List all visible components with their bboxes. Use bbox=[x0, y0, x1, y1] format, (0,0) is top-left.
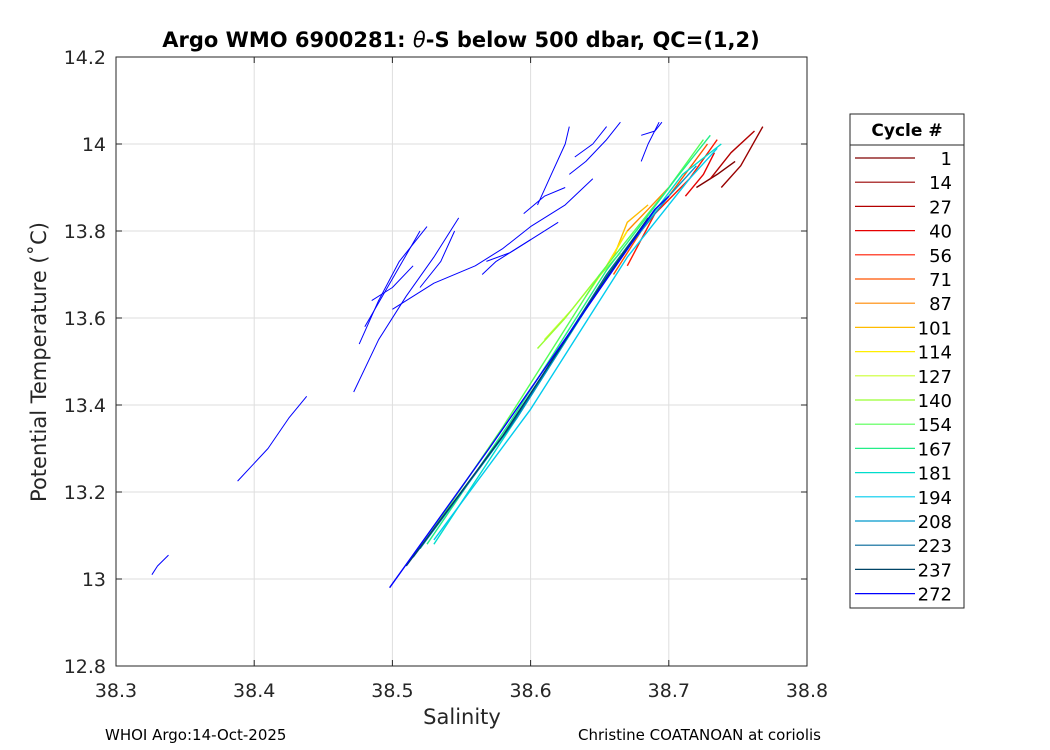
y-tick-label: 12.8 bbox=[64, 656, 106, 678]
profile-line bbox=[151, 554, 169, 575]
profile-line bbox=[371, 265, 414, 302]
profile-line bbox=[358, 226, 428, 345]
legend-label: 114 bbox=[918, 343, 952, 364]
series-line-cycle-140 bbox=[536, 252, 621, 349]
series-line-cycle-272 bbox=[389, 195, 670, 589]
title-theta: θ bbox=[413, 28, 426, 52]
series-line-cycle-1 bbox=[696, 160, 736, 189]
profile-lines bbox=[151, 121, 663, 575]
plot-frame bbox=[115, 56, 808, 667]
profile-line bbox=[574, 126, 607, 158]
footer-left: WHOI Argo:14-Oct-2025 bbox=[105, 726, 286, 744]
legend-label: 127 bbox=[918, 367, 952, 388]
profile-line bbox=[353, 217, 460, 393]
series-line-cycle-237 bbox=[405, 217, 649, 567]
legend-label: 101 bbox=[918, 318, 952, 339]
legend-label: 272 bbox=[918, 585, 952, 606]
series-line-cycle-40 bbox=[684, 152, 716, 197]
title-prefix: Argo WMO 6900281: bbox=[162, 28, 413, 52]
legend-label: 237 bbox=[918, 560, 952, 581]
y-tick-label: 14 bbox=[82, 134, 106, 156]
legend-label: 167 bbox=[918, 439, 952, 460]
y-tick-label: 13.8 bbox=[64, 221, 106, 243]
chart-title: Argo WMO 6900281: θ-S below 500 dbar, QC… bbox=[162, 28, 759, 52]
legend-label: 140 bbox=[918, 391, 952, 412]
y-axis-label: Potential Temperature (˚C) bbox=[27, 222, 51, 502]
profile-line bbox=[237, 395, 308, 482]
axis-ticks: 38.3 38.4 38.5 38.6 38.7 38.8 12.8 13 13.2 13.4 13… bbox=[64, 47, 828, 702]
profile-line bbox=[537, 126, 570, 206]
legend-items: 1142740567187101114127140154167181194208… bbox=[855, 149, 952, 606]
x-axis-label: Salinity bbox=[423, 705, 501, 729]
legend-label: 14 bbox=[929, 173, 952, 194]
y-tick-label: 13.6 bbox=[64, 308, 106, 330]
profile-line bbox=[640, 121, 660, 162]
legend-label: 87 bbox=[929, 294, 952, 315]
legend-box bbox=[849, 113, 965, 609]
y-tick-label: 13.4 bbox=[64, 395, 106, 417]
legend: Cycle # 11427405671871011141271401541671… bbox=[849, 113, 965, 609]
series-lines bbox=[389, 126, 764, 589]
legend-label: 56 bbox=[929, 246, 952, 267]
legend-label: 71 bbox=[929, 270, 952, 291]
x-tick-label: 38.6 bbox=[509, 680, 551, 702]
series-line-cycle-27 bbox=[709, 130, 755, 180]
x-tick-label: 38.8 bbox=[786, 680, 828, 702]
profile-line bbox=[419, 230, 456, 288]
legend-label: 1 bbox=[941, 149, 952, 170]
legend-label: 194 bbox=[918, 488, 952, 509]
title-suffix: -S below 500 dbar, QC=(1,2) bbox=[426, 28, 760, 52]
legend-title: Cycle # bbox=[871, 121, 942, 141]
profile-line bbox=[392, 178, 594, 310]
footer-right: Christine COATANOAN at coriolis bbox=[578, 726, 821, 744]
legend-label: 40 bbox=[929, 222, 952, 243]
x-tick-label: 38.7 bbox=[648, 680, 690, 702]
profile-line bbox=[486, 239, 531, 262]
x-tick-label: 38.3 bbox=[95, 680, 137, 702]
legend-label: 208 bbox=[918, 512, 952, 533]
series-line-cycle-194 bbox=[433, 147, 718, 541]
profile-line bbox=[568, 121, 621, 175]
profile-line bbox=[523, 187, 566, 214]
y-tick-label: 13 bbox=[82, 569, 106, 591]
x-tick-label: 38.4 bbox=[233, 680, 275, 702]
plot-area bbox=[116, 57, 807, 666]
legend-label: 181 bbox=[918, 464, 952, 485]
profile-line bbox=[481, 221, 559, 275]
profile-line bbox=[364, 230, 421, 327]
x-tick-label: 38.5 bbox=[371, 680, 413, 702]
legend-label: 154 bbox=[918, 415, 952, 436]
legend-label: 223 bbox=[918, 536, 952, 557]
y-tick-label: 14.2 bbox=[64, 47, 106, 69]
y-tick-label: 13.2 bbox=[64, 482, 106, 504]
legend-label: 27 bbox=[929, 197, 952, 218]
profile-line bbox=[641, 121, 663, 136]
series-line-cycle-14 bbox=[720, 126, 764, 188]
